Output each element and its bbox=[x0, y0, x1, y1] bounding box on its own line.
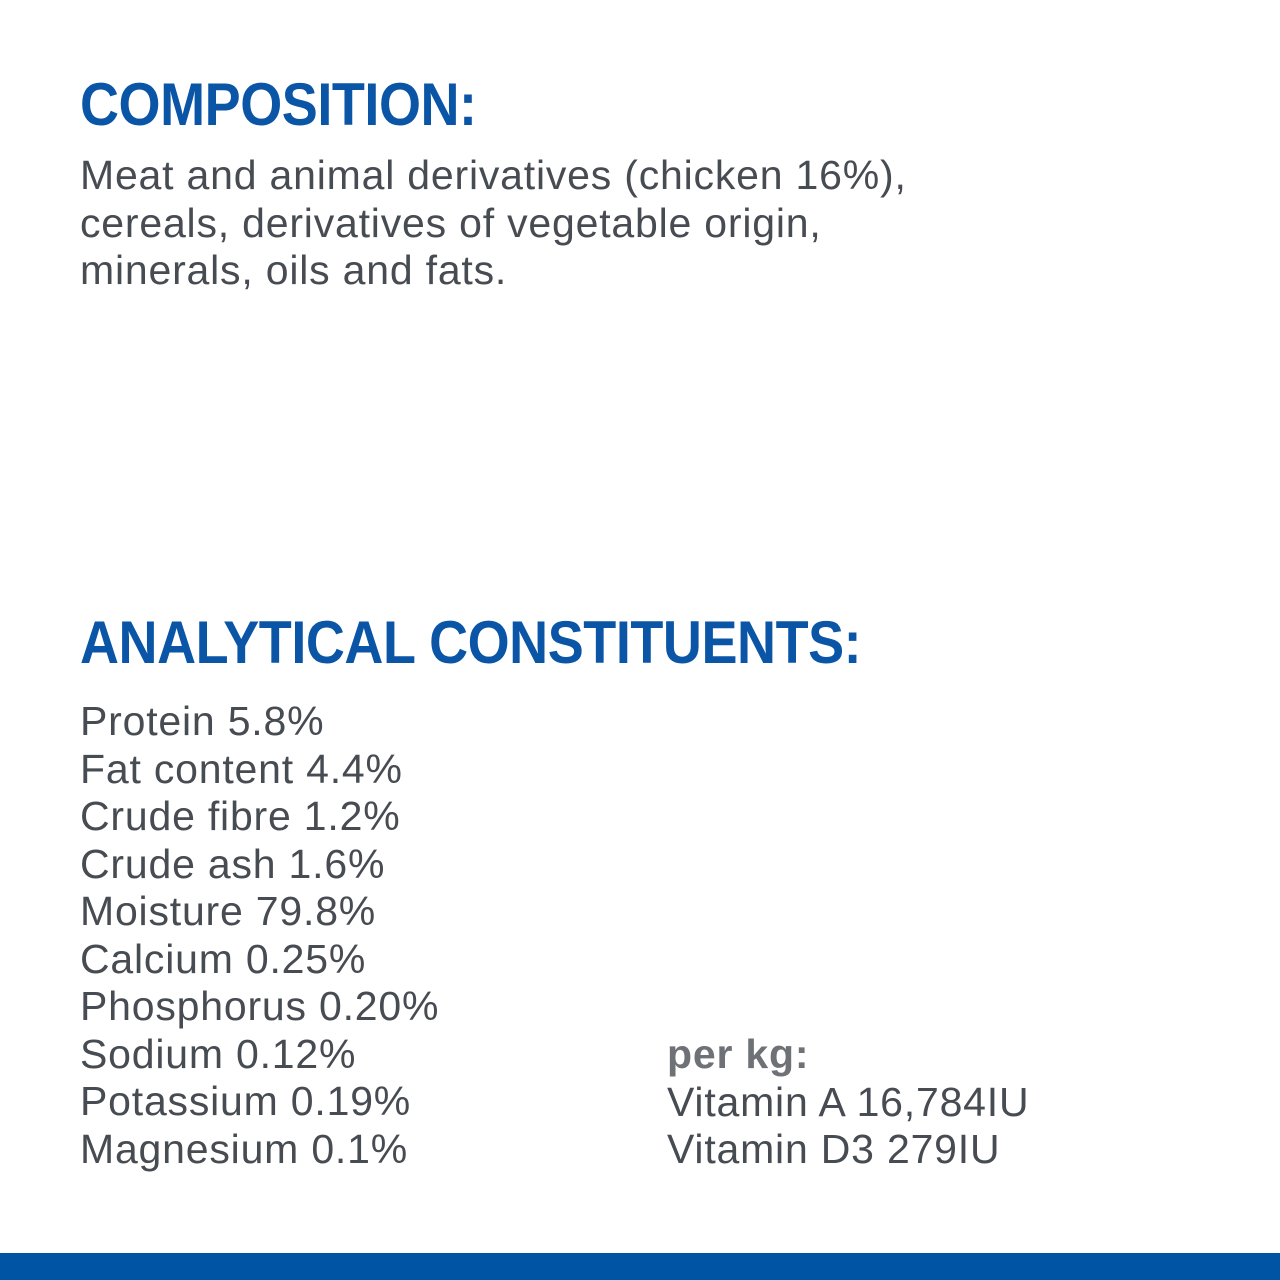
vitamin-item: Vitamin D3 279IU bbox=[667, 1126, 1001, 1172]
per-kg-column: per kg: Vitamin A 16,784IU Vitamin D3 27… bbox=[667, 1031, 1029, 1174]
constituent-item: Moisture 79.8% bbox=[80, 888, 377, 934]
analytical-constituents-list: Protein 5.8% Fat content 4.4% Crude fibr… bbox=[80, 698, 439, 1173]
composition-text: Meat and animal derivatives (chicken 16%… bbox=[80, 152, 907, 295]
per-kg-label: per kg: bbox=[667, 1031, 810, 1077]
composition-line: Meat and animal derivatives (chicken 16%… bbox=[80, 152, 907, 198]
constituent-item: Crude fibre 1.2% bbox=[80, 793, 401, 839]
constituent-item: Potassium 0.19% bbox=[80, 1078, 412, 1124]
constituent-item: Protein 5.8% bbox=[80, 698, 325, 744]
constituent-item: Magnesium 0.1% bbox=[80, 1125, 408, 1172]
constituent-item: Fat content 4.4% bbox=[80, 745, 403, 792]
composition-line: minerals, oils and fats. bbox=[80, 247, 508, 293]
constituent-item: Phosphorus 0.20% bbox=[80, 983, 440, 1029]
vitamin-item: Vitamin A 16,784IU bbox=[667, 1078, 1030, 1125]
constituent-item: Crude ash 1.6% bbox=[80, 840, 386, 887]
constituent-item: Sodium 0.12% bbox=[80, 1030, 357, 1077]
footer-brand-bar bbox=[0, 1253, 1280, 1280]
composition-heading: COMPOSITION: bbox=[80, 71, 477, 138]
composition-line: cereals, derivatives of vegetable origin… bbox=[80, 199, 822, 246]
constituent-item: Calcium 0.25% bbox=[80, 935, 367, 982]
analytical-constituents-heading: ANALYTICAL CONSTITUENTS: bbox=[80, 609, 862, 676]
